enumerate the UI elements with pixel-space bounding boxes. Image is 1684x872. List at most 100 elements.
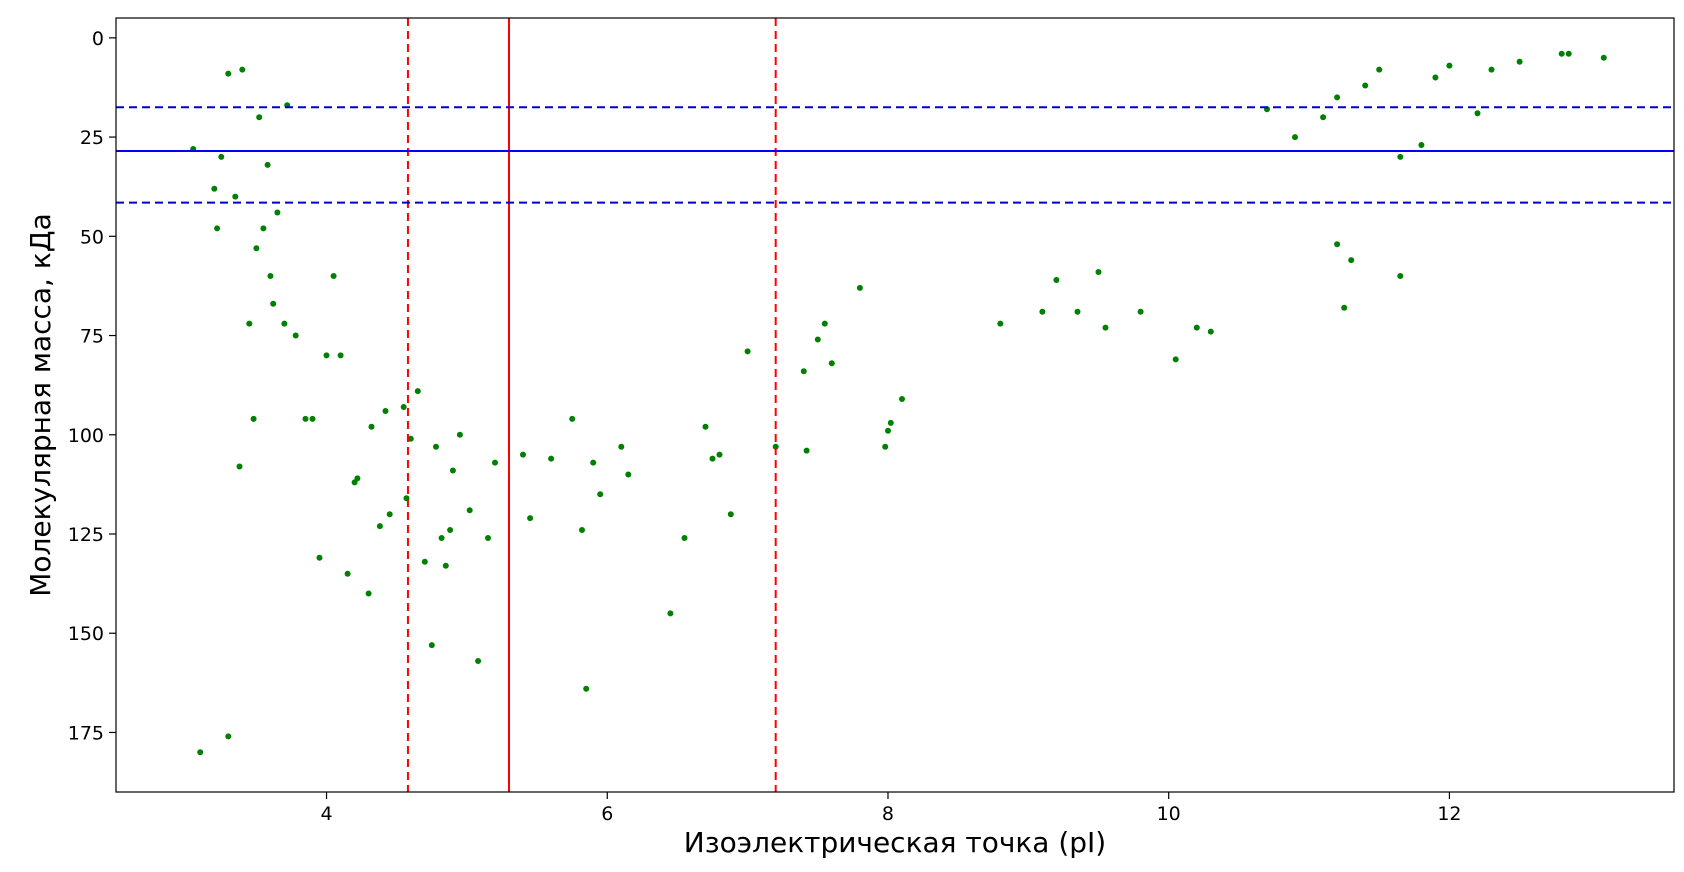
data-point: [492, 459, 498, 466]
y-tick-label: 75: [80, 326, 104, 348]
x-tick-label: 4: [320, 803, 332, 825]
data-point: [1334, 94, 1341, 101]
data-point: [882, 443, 889, 450]
data-point: [1446, 62, 1453, 69]
data-point: [772, 443, 779, 450]
y-axis-label: Молекулярная масса, кДа: [24, 213, 57, 597]
data-point: [744, 348, 751, 355]
data-point: [433, 443, 439, 450]
data-point: [548, 455, 555, 462]
x-tick-label: 12: [1437, 803, 1461, 825]
data-point: [1095, 269, 1102, 275]
data-point: [583, 685, 590, 692]
data-point: [1397, 273, 1404, 279]
data-point: [828, 360, 835, 367]
data-point: [368, 423, 375, 430]
data-point: [197, 749, 204, 756]
plot-area: [116, 18, 1674, 792]
data-point: [309, 415, 316, 422]
data-point: [218, 153, 225, 160]
data-point: [1565, 50, 1572, 57]
data-point: [702, 423, 709, 430]
data-point: [264, 161, 271, 168]
data-point: [456, 431, 463, 438]
y-tick-label: 175: [68, 722, 104, 744]
data-point: [232, 193, 239, 200]
data-point: [899, 396, 905, 402]
x-tick-label: 6: [601, 803, 613, 825]
data-point: [344, 570, 351, 577]
data-point: [485, 535, 491, 541]
data-point: [337, 352, 344, 359]
data-point: [211, 185, 218, 192]
data-point: [365, 590, 372, 597]
data-point: [442, 562, 449, 569]
data-point: [1320, 114, 1327, 121]
data-point: [1397, 153, 1404, 160]
data-point: [1362, 82, 1369, 89]
data-point: [800, 368, 807, 375]
data-point: [214, 225, 221, 232]
data-point: [1053, 277, 1060, 283]
data-point: [466, 507, 473, 514]
data-point: [569, 415, 576, 422]
data-point: [302, 415, 309, 422]
y-tick-label: 0: [92, 28, 104, 50]
data-point: [1348, 257, 1355, 264]
data-point: [438, 535, 445, 541]
data-point: [1516, 58, 1523, 65]
data-point: [727, 511, 734, 518]
data-point: [225, 733, 232, 740]
data-point: [1341, 304, 1348, 311]
data-point: [887, 419, 894, 426]
data-point: [814, 336, 821, 343]
x-axis-ticks: 4 6 8 10 12: [320, 792, 1462, 825]
data-point: [520, 451, 526, 458]
data-point: [681, 535, 688, 541]
data-point: [579, 527, 585, 533]
data-point: [597, 491, 604, 498]
data-point: [1172, 356, 1179, 363]
data-point: [292, 332, 299, 339]
data-point: [267, 273, 274, 279]
data-point: [1074, 308, 1081, 315]
y-tick-label: 150: [68, 623, 104, 645]
data-point: [1418, 142, 1425, 148]
data-point: [821, 320, 828, 327]
data-point: [625, 471, 632, 478]
data-point: [428, 642, 435, 649]
data-point: [316, 554, 323, 561]
data-point: [618, 443, 625, 450]
points-layer: [190, 50, 1607, 756]
data-point: [323, 352, 330, 359]
data-point: [1207, 328, 1214, 335]
data-point: [1432, 74, 1439, 81]
data-point: [1474, 110, 1481, 117]
data-point: [449, 467, 456, 474]
data-point: [1193, 324, 1200, 331]
data-point: [590, 459, 597, 466]
y-tick-label: 25: [80, 127, 104, 149]
x-tick-label: 8: [882, 803, 894, 825]
data-point: [1600, 54, 1607, 61]
data-point: [1137, 308, 1144, 315]
data-point: [475, 658, 482, 664]
data-point: [236, 463, 243, 470]
data-point: [239, 66, 246, 73]
y-tick-label: 125: [68, 524, 104, 546]
data-point: [281, 320, 288, 327]
data-point: [1558, 50, 1565, 57]
data-point: [400, 404, 407, 410]
y-tick-label: 100: [68, 425, 104, 447]
data-point: [885, 427, 891, 434]
data-point: [709, 455, 716, 462]
data-point: [716, 451, 723, 458]
data-point: [253, 245, 260, 252]
data-point: [330, 273, 337, 279]
reference-lines: [116, 18, 1674, 792]
data-point: [527, 515, 534, 522]
data-point: [250, 415, 257, 422]
data-point: [1292, 134, 1298, 141]
data-point: [1488, 66, 1495, 73]
